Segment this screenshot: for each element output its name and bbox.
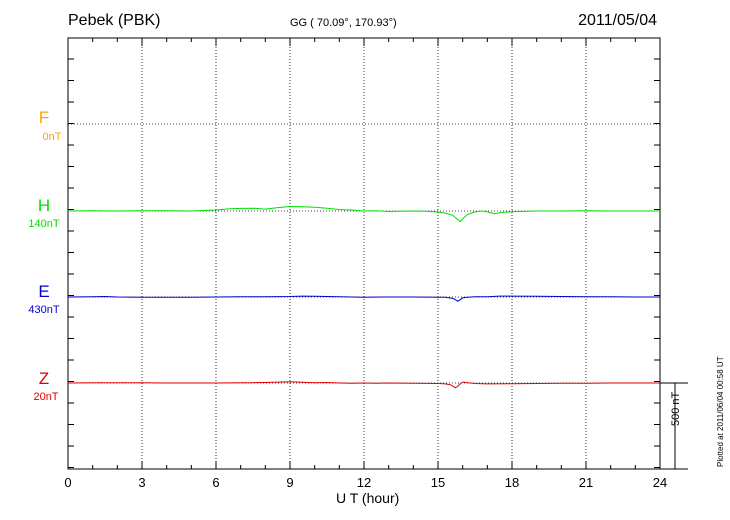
channel-scale-e: 430nT — [28, 304, 60, 316]
channel-label-z: Z — [38, 369, 50, 388]
scale-bar-label: 500 nT — [670, 391, 682, 426]
x-tick-label: 6 — [212, 475, 220, 490]
date-label: 2011/05/04 — [578, 12, 657, 29]
series-line-z — [67, 381, 660, 389]
x-tick-label: 15 — [430, 475, 446, 490]
series-line-h — [67, 205, 660, 223]
x-axis-title: U T (hour) — [336, 490, 400, 506]
x-tick-label: 12 — [356, 475, 372, 490]
x-tick-label: 3 — [138, 475, 146, 490]
channel-label-f: F — [38, 108, 50, 127]
tick-marks — [67, 38, 661, 469]
grid — [68, 38, 660, 469]
channel-label-e: E — [38, 282, 50, 301]
x-tick-label: 21 — [578, 475, 594, 490]
channel-scale-h: 140nT — [28, 218, 60, 230]
coordinates-label: GG ( 70.09°, 170.93°) — [290, 17, 397, 29]
plotted-timestamp: Plotted at 2011/06/04 00:58 UT — [716, 356, 725, 467]
x-tick-label: 0 — [64, 475, 72, 490]
x-tick-label: 9 — [286, 475, 294, 490]
x-tick-label: 24 — [652, 475, 668, 490]
channel-scale-f: 0nT — [42, 131, 62, 143]
station-title: Pebek (PBK) — [68, 12, 161, 29]
x-tick-label: 18 — [504, 475, 520, 490]
channel-scale-z: 20nT — [33, 391, 59, 403]
series-line-e — [67, 295, 660, 302]
series-lines — [67, 205, 660, 389]
channel-label-h: H — [37, 196, 51, 215]
